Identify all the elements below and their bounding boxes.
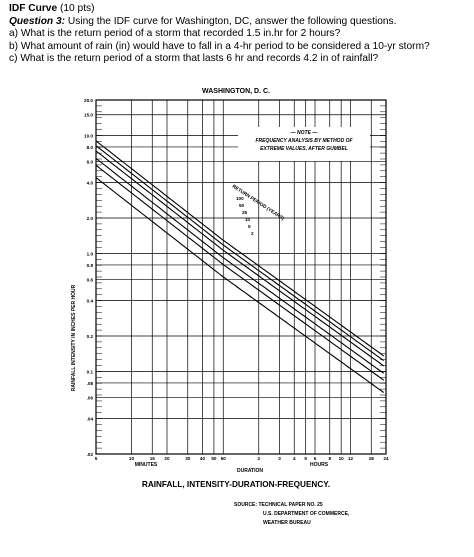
y-tick-label: .08 [87, 381, 94, 386]
y-axis-label: RAINFALL INTENSITY IN INCHES PER HOUR [71, 284, 77, 391]
x-tick-hours: 10 [339, 456, 345, 461]
y-tick-label: 0.6 [87, 278, 94, 283]
y-tick-label: .04 [87, 416, 94, 421]
note-heading: — NOTE — [290, 130, 319, 136]
question-prompt: Question 3: Using the IDF curve for Wash… [9, 15, 397, 27]
idf-curve-50yr [95, 145, 385, 362]
return-period-100: 100 [236, 196, 244, 201]
x-tick-hours: 12 [348, 456, 354, 461]
x-tick-hours: 5 [304, 456, 307, 461]
duration-label: DURATION [237, 468, 263, 474]
y-tick-label: 15.0 [84, 113, 93, 118]
y-tick-label: 4.0 [87, 180, 94, 185]
idf-curves [95, 140, 385, 393]
y-tick-label: 0.2 [87, 334, 94, 339]
y-tick-label: 1.0 [87, 252, 94, 257]
y-tick-label: 10.0 [84, 134, 93, 139]
x-tick-minutes: 40 [200, 456, 206, 461]
minutes-label: MINUTES [135, 462, 158, 468]
return-period-10: 10 [245, 217, 251, 222]
return-period-25: 25 [242, 210, 248, 215]
return-period-2: 2 [251, 231, 254, 236]
x-tick-hours: 6 [314, 456, 317, 461]
x-tick-minutes: 5 [95, 456, 98, 461]
note-box [238, 127, 370, 161]
chart-caption: RAINFALL, INTENSITY-DURATION-FREQUENCY. [142, 480, 330, 489]
question-c: c) What is the return period of a storm … [9, 53, 379, 65]
x-tick-hours: 18 [369, 456, 375, 461]
note-line-1: FREQUENCY ANALYSIS BY METHOD OF [255, 138, 353, 144]
y-tick-label: .06 [87, 396, 94, 401]
hours-label: HOURS [310, 462, 329, 468]
idf-curve-100yr [95, 140, 385, 357]
y-tick-label: 0.1 [87, 370, 94, 375]
x-tick-minutes: 50 [211, 456, 217, 461]
x-tick-minutes: 20 [164, 456, 170, 461]
x-tick-hours: 4 [293, 456, 296, 461]
source-line-1: SOURCE: TECHNICAL PAPER NO. 25 [234, 502, 323, 508]
question-b: b) What amount of rain (in) would have t… [9, 40, 430, 52]
idf-curve-5yr [95, 164, 385, 381]
y-tick-label: .02 [87, 452, 94, 457]
y-tick-label: 0.8 [87, 263, 94, 268]
x-tick-minutes: 30 [185, 456, 191, 461]
note-line-2: EXTREME VALUES, AFTER GUMBEL [260, 146, 348, 152]
question-text: IDF Curve (10 pts) Question 3: Using the… [9, 3, 469, 66]
idf-curve-10yr [95, 157, 385, 374]
x-tick-minutes: 10 [129, 456, 135, 461]
x-tick-hours: 8 [328, 456, 331, 461]
x-tick-hours: 2 [257, 456, 260, 461]
y-tick-label: 20.0 [84, 98, 93, 103]
idf-chart: WASHINGTON, D. C. 20.015.010.08.06.04.02… [71, 88, 389, 526]
idf-curve-25yr [95, 150, 385, 367]
y-tick-label: 6.0 [87, 160, 94, 165]
x-tick-minutes: 60 [221, 456, 227, 461]
x-tick-hours: 24 [383, 456, 389, 461]
question-title: IDF Curve (10 pts) [9, 3, 95, 14]
y-tick-labels: 20.0 15.0 10.0 8.0 6.0 4.0 2.0 1.0 0.8 0.6 0.4 0.2 0… [84, 98, 93, 457]
idf-curve-2yr [95, 177, 385, 393]
return-period-50: 50 [239, 203, 245, 208]
y-tick-label: 0.4 [87, 298, 94, 303]
y-tick-label: 2.0 [87, 216, 94, 221]
x-tick-hours: 3 [278, 456, 281, 461]
y-tick-label: 8.0 [87, 145, 94, 150]
return-period-5: 5 [248, 224, 251, 229]
chart-location: WASHINGTON, D. C. [202, 88, 270, 95]
x-tick-minutes: 15 [150, 456, 156, 461]
source-line-3: WEATHER BUREAU [263, 520, 311, 526]
source-line-2: U.S. DEPARTMENT OF COMMERCE, [263, 511, 350, 517]
x-tick-labels: 5 10 15 20 30 40 50 60 2 3 4 5 6 8 10 12 18 24 [95, 456, 389, 461]
return-period-values: 100 50 25 10 52 [236, 196, 254, 236]
question-a: a) What is the return period of a storm … [9, 28, 341, 40]
